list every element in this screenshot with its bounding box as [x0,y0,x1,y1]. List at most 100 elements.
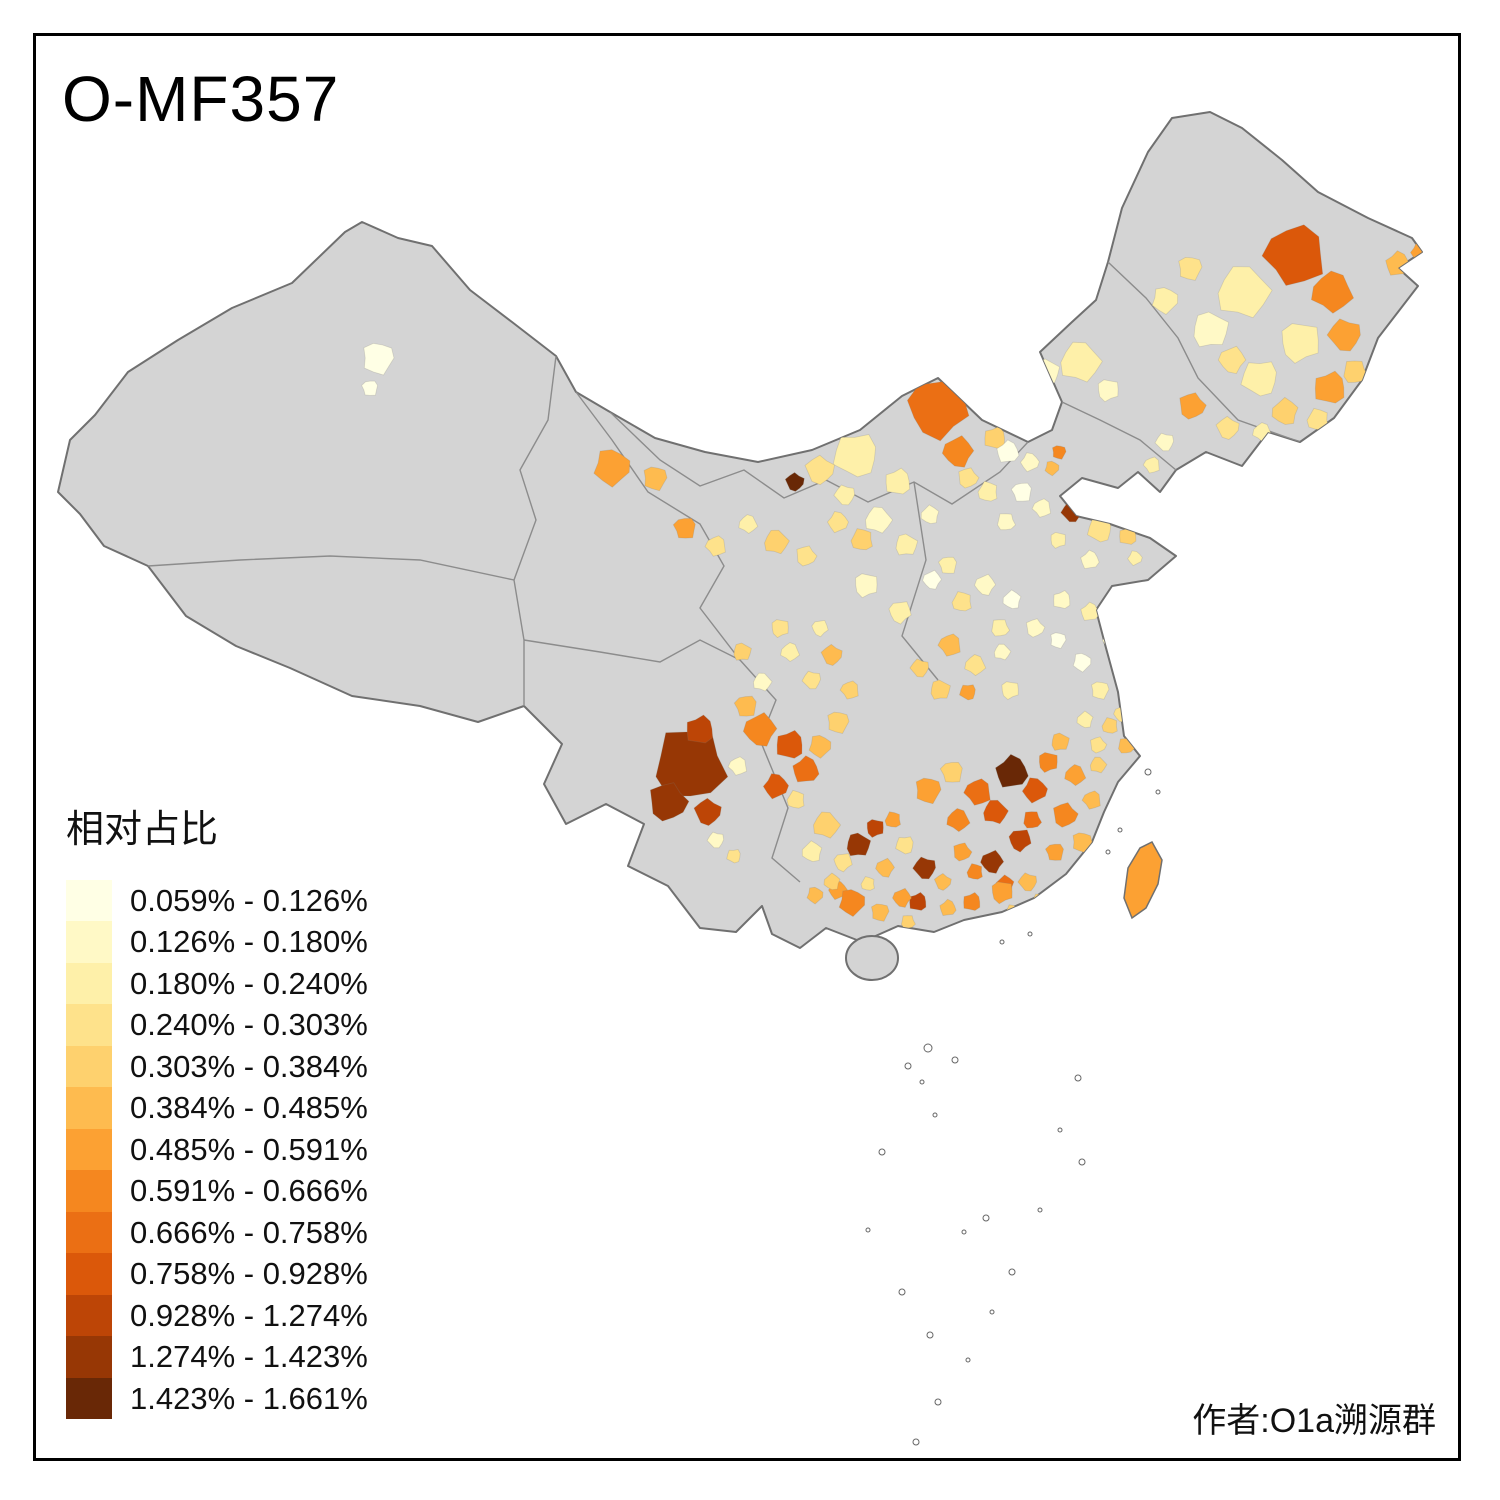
legend-item: 0.485% - 0.591% [66,1128,368,1171]
legend-swatch [66,1128,112,1171]
prefecture-region [991,619,1011,637]
legend-label: 0.928% - 1.274% [130,1297,368,1333]
prefecture-region [786,789,805,809]
prefecture-region [827,711,850,734]
prefecture-region [912,856,937,880]
prefecture-region [895,836,914,855]
prefecture-region [1281,323,1319,364]
island-mark [932,1112,938,1118]
prefecture-region [833,484,856,506]
prefecture-region [726,849,741,864]
legend-item: 0.928% - 1.274% [66,1294,368,1337]
prefecture-region [915,777,942,805]
prefecture-region [995,753,1029,788]
prefecture-region [946,808,971,833]
prefecture-region [823,872,841,891]
legend-swatch [66,1211,112,1254]
legend-label: 0.180% - 0.240% [130,965,368,1001]
legend-item: 0.758% - 0.928% [66,1253,368,1295]
prefecture-region [980,849,1005,874]
prefecture-region [792,755,820,783]
legend-label: 0.666% - 0.758% [130,1214,368,1250]
legend-title: 相对占比 [66,809,219,851]
prefecture-region [1151,287,1179,316]
island-mark [961,1229,967,1235]
legend-swatch [66,962,112,1005]
island-mark [999,939,1005,945]
legend-item: 1.423% - 1.661% [66,1377,368,1420]
legend-item: 0.384% - 0.485% [66,1087,368,1129]
prefecture-region [1086,518,1112,543]
prefecture-region [922,569,942,590]
prefecture-region [906,379,970,442]
prefecture-region [1021,777,1049,804]
prefecture-region [991,881,1013,905]
prefecture-region [742,711,778,747]
prefecture-region [1217,266,1273,319]
prefecture-region [963,892,981,911]
prefecture-region [706,831,725,849]
legend-swatch [66,1377,112,1420]
island-mark [951,1056,959,1064]
legend-swatch [66,1087,112,1129]
prefecture-region [1008,829,1032,853]
prefecture-region [363,342,395,376]
prefecture-region [1326,318,1361,352]
prefecture-region [1081,790,1101,810]
prefecture-region [649,782,690,822]
prefecture-region [909,891,927,911]
prefecture-region [1310,270,1355,314]
prefecture-region [958,467,980,489]
legend-item: 0.126% - 0.180% [66,921,368,963]
prefecture-region [1045,843,1064,861]
island-mark [919,1079,925,1085]
prefecture-region [871,903,890,922]
legend-label: 0.059% - 0.126% [130,882,368,918]
island-mark [1057,1127,1063,1133]
prefecture-region [811,619,829,638]
prefecture-region [865,506,894,534]
island-mark [923,1043,933,1053]
prefecture-region [1103,502,1121,520]
prefecture-region [1051,732,1070,751]
prefecture-region [1240,361,1277,397]
prefecture-region [1080,549,1100,570]
prefecture-region [1053,802,1079,828]
prefecture-region [833,853,853,873]
prefecture-region [1127,550,1143,567]
prefecture-region [1053,590,1071,609]
prefecture-region [686,714,714,744]
prefecture-region [738,514,759,534]
prefecture-region [1025,618,1046,638]
prefecture-region [733,642,752,661]
legend-swatch [66,921,112,963]
legend-label: 0.126% - 0.180% [130,924,368,960]
mainland [57,111,1423,981]
prefecture-region [1343,360,1369,383]
prefecture-region [771,619,789,639]
prefecture-region [892,887,912,908]
prefecture-region [941,435,975,468]
prefecture-region [1217,345,1247,375]
prefecture-region [733,695,757,717]
prefecture-region [951,591,972,612]
prefecture-region [1261,224,1324,286]
prefecture-region [1001,681,1019,701]
prefecture-region [866,819,884,838]
prefecture-region [964,654,987,677]
prefecture-region [1101,717,1118,734]
island-mark [912,1438,920,1446]
legend: 相对占比 0.059% - 0.126% 0.126% - 0.180% 0.180… [66,809,368,1420]
island-mark [982,1214,990,1222]
island-mark [1117,827,1123,833]
prefecture-region [1002,589,1022,610]
prefecture-region [855,573,878,599]
prefecture-region [762,773,790,800]
china-mainland-outline [57,111,1423,949]
prefecture-region [959,684,976,701]
prefecture-region [1020,452,1040,473]
legend-items: 0.059% - 0.126% 0.126% - 0.180% 0.180% - 0… [66,879,368,1420]
legend-item: 0.591% - 0.666% [66,1170,368,1212]
island-mark [1037,1207,1043,1213]
legend-swatch [66,1336,112,1378]
